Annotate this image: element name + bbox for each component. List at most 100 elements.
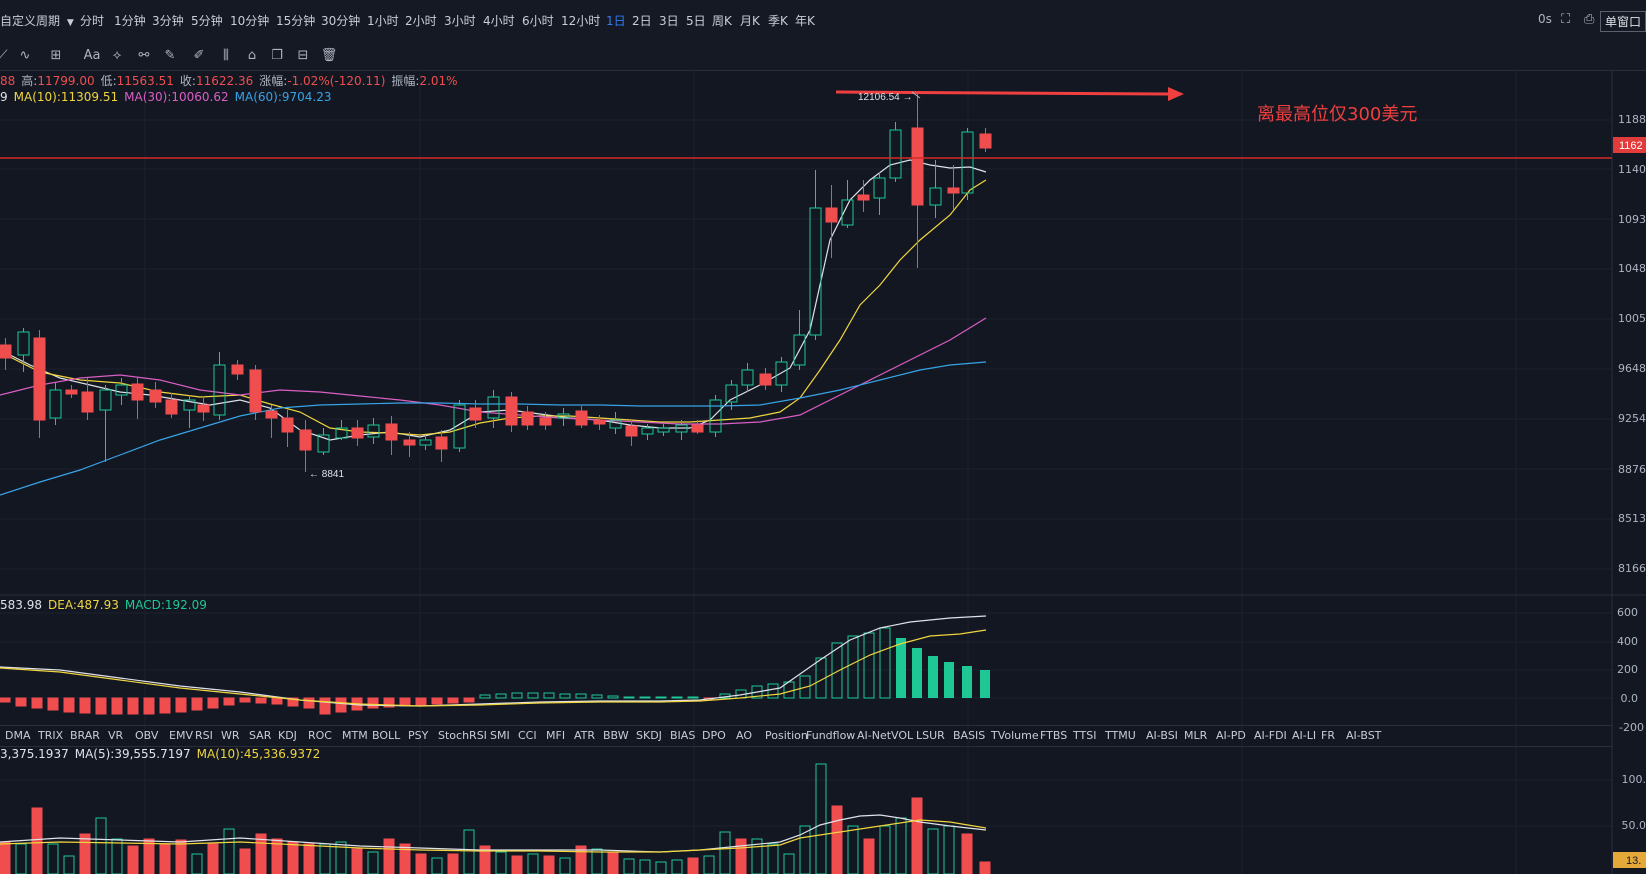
fib-tool-icon[interactable]: ⫼ (223, 47, 229, 63)
macd-bar (879, 627, 891, 699)
volume-pane (0, 763, 991, 874)
period-year[interactable]: 年K (795, 14, 815, 28)
period-10min[interactable]: 10分钟 (230, 14, 270, 28)
indicator-tab-kdj[interactable]: KDJ (278, 729, 297, 742)
indicator-tab-ttsi[interactable]: TTSI (1073, 729, 1097, 742)
macd-bar (271, 697, 283, 705)
volume-bar (591, 848, 603, 874)
indicator-tab-mfi[interactable]: MFI (546, 729, 566, 742)
indicator-tab-obv[interactable]: OBV (135, 729, 159, 742)
period-5d[interactable]: 5日 (686, 14, 706, 28)
volume-bar (575, 845, 587, 874)
low-value: 11563.51 (116, 74, 174, 88)
price-tick: 8876 (1618, 463, 1646, 476)
indicator-tab-fr[interactable]: FR (1321, 729, 1335, 742)
indicator-tab-vr[interactable]: VR (108, 729, 124, 742)
macd-bar (799, 675, 811, 699)
indicator-tab-brar[interactable]: BRAR (70, 729, 100, 742)
fullscreen-icon[interactable]: ⛶ (1561, 12, 1571, 27)
low-marker: ← 8841 (309, 469, 344, 480)
indicator-tab-roc[interactable]: ROC (308, 729, 332, 742)
position-tool-icon[interactable]: ⌂ (247, 47, 257, 63)
indicator-tab-position[interactable]: Position (765, 729, 808, 742)
indicator-tab-ai-fdi[interactable]: AI-FDI (1254, 729, 1287, 742)
custom-period-dropdown[interactable]: 自定义周期 ▼ (0, 12, 74, 29)
ma30-line (0, 317, 987, 425)
indicator-tab-emv[interactable]: EMV (169, 729, 193, 742)
macd-bar (751, 685, 763, 699)
link-tool-icon[interactable]: ⚯ (138, 47, 150, 63)
price-tick: 1093 (1618, 213, 1646, 226)
period-15min[interactable]: 15分钟 (276, 14, 316, 28)
period-fenshi[interactable]: 分时 (80, 14, 105, 28)
indicator-tab-psy[interactable]: PSY (408, 729, 429, 742)
pattern-tool-icon[interactable]: ∿ (19, 47, 31, 63)
period-1d[interactable]: 1日 (606, 14, 626, 28)
grid-tool-icon[interactable]: ⊞ (50, 47, 62, 63)
indicator-tab-boll[interactable]: BOLL (372, 729, 401, 742)
annotation-note[interactable]: 离最高位仅300美元 (1257, 104, 1418, 125)
period-5min[interactable]: 5分钟 (191, 14, 223, 28)
indicator-tab-bias[interactable]: BIAS (670, 729, 696, 742)
period-week[interactable]: 周K (712, 14, 732, 28)
text-tool-icon[interactable]: Aa (83, 47, 101, 63)
period-3min[interactable]: 3分钟 (152, 14, 184, 28)
macd-bar (15, 697, 27, 707)
indicator-tab-rsi[interactable]: RSI (195, 729, 213, 742)
indicator-tab-cci[interactable]: CCI (518, 729, 537, 742)
delete-tool-icon[interactable]: 🗑 (320, 47, 338, 63)
indicator-tab-tvolume[interactable]: TVolume (991, 729, 1039, 742)
indicator-tab-dpo[interactable]: DPO (702, 729, 726, 742)
kline-candle (775, 357, 788, 392)
period-12h[interactable]: 12小时 (561, 14, 601, 28)
single-window-button[interactable]: 单窗口 (1599, 11, 1646, 32)
ruler-tool-icon[interactable]: ✎ (164, 47, 176, 63)
indicator-tab-sar[interactable]: SAR (249, 729, 272, 742)
indicator-tab-lsur[interactable]: LSUR (916, 729, 945, 742)
period-6h[interactable]: 6小时 (522, 14, 554, 28)
period-1min[interactable]: 1分钟 (114, 14, 146, 28)
line-tool-icon[interactable]: ⟋ (0, 47, 8, 63)
annotation-arrow[interactable] (835, 90, 1169, 96)
macd-bar (896, 638, 906, 698)
volume-bar (911, 797, 923, 874)
indicator-tab-ai-bst[interactable]: AI-BST (1346, 729, 1382, 742)
copy-tool-icon[interactable]: ❐ (271, 47, 283, 63)
indicator-tab-ai-bsi[interactable]: AI-BSI (1146, 729, 1178, 742)
brush-tool-icon[interactable]: ✐ (193, 47, 205, 63)
period-3d[interactable]: 3日 (659, 14, 679, 28)
indicator-tab-wr[interactable]: WR (221, 729, 240, 742)
period-4h[interactable]: 4小时 (483, 14, 515, 28)
macd-value: MACD:192.09 (124, 598, 207, 612)
indicator-tab-fundflow[interactable]: Fundflow (806, 729, 856, 742)
indicator-tab-trix[interactable]: TRIX (38, 729, 64, 742)
period-month[interactable]: 月K (740, 14, 760, 28)
indicator-tab-ttmu[interactable]: TTMU (1105, 729, 1136, 742)
period-2d[interactable]: 2日 (632, 14, 652, 28)
indicator-tab-bbw[interactable]: BBW (603, 729, 629, 742)
period-3h[interactable]: 3小时 (444, 14, 476, 28)
period-30min[interactable]: 30分钟 (321, 14, 361, 28)
indicator-tab-ftbs[interactable]: FTBS (1040, 729, 1068, 742)
measure-tool-icon[interactable]: ⟡ (112, 47, 122, 63)
indicator-tab-dma[interactable]: DMA (5, 729, 31, 742)
template-tool-icon[interactable]: ⊟ (297, 47, 309, 63)
indicator-tab-atr[interactable]: ATR (574, 729, 596, 742)
period-2h[interactable]: 2小时 (405, 14, 437, 28)
indicator-tab-mtm[interactable]: MTM (342, 729, 368, 742)
indicator-tab-mlr[interactable]: MLR (1184, 729, 1208, 742)
kline-candle (793, 310, 806, 370)
kline-candle (351, 420, 364, 446)
indicator-tab-ao[interactable]: AO (736, 729, 752, 742)
indicator-tab-ai-li[interactable]: AI-LI (1292, 729, 1317, 742)
indicator-tab-skdj[interactable]: SKDJ (636, 729, 662, 742)
screenshot-icon[interactable]: ⎙ (1584, 12, 1595, 27)
indicator-tab-ai-netvol[interactable]: AI-NetVOL (857, 729, 914, 742)
indicator-tab-stochrsi[interactable]: StochRSI (438, 729, 487, 742)
indicator-tab-smi[interactable]: SMI (490, 729, 510, 742)
period-quarter[interactable]: 季K (768, 14, 788, 28)
indicator-tab-ai-pd[interactable]: AI-PD (1216, 729, 1246, 742)
indicator-tab-basis[interactable]: BASIS (953, 729, 986, 742)
period-1h[interactable]: 1小时 (367, 14, 399, 28)
